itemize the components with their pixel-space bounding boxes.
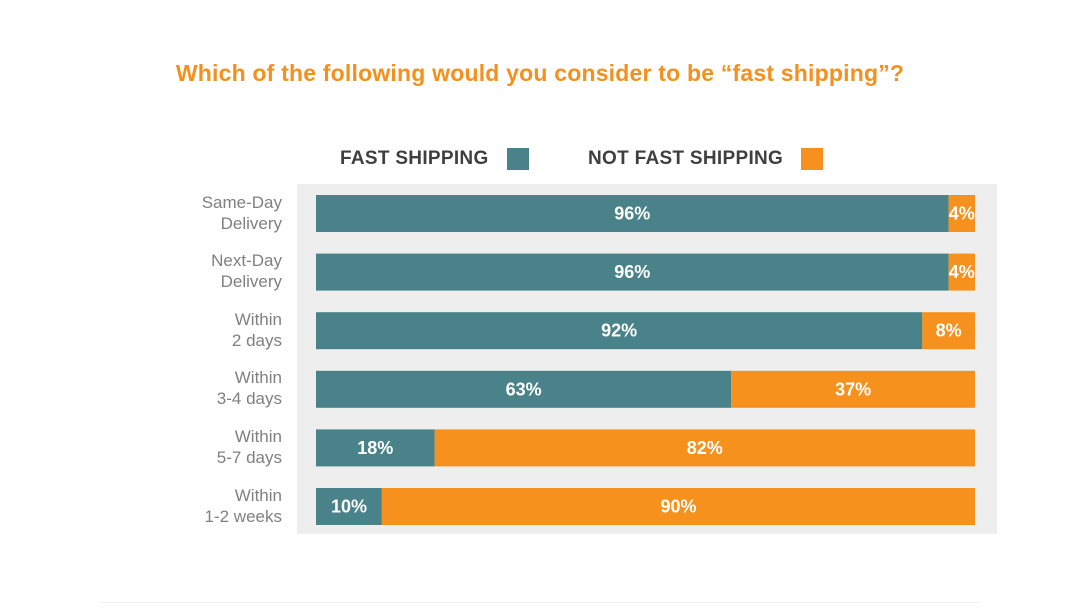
category-label-5: Within 1-2 weeks <box>204 485 282 526</box>
legend-swatch-fast-shipping <box>506 148 529 170</box>
legend-label-fast-shipping: FAST SHIPPING <box>340 148 489 169</box>
data-label-fast-shipping-0: 96% <box>614 204 650 224</box>
bar-fast-shipping-2 <box>316 312 923 350</box>
category-label-3: Within 3-4 days <box>216 368 282 409</box>
chart-plot-area: 96% 4% 96% 4% 92% 8% 63% 37% 18% 82% 10% 90% <box>297 184 997 534</box>
legend-item-fast-shipping: FAST SHIPPING <box>340 146 529 172</box>
legend-item-not-fast-shipping: NOT FAST SHIPPING <box>588 146 824 172</box>
bar-not-fast-shipping-4 <box>434 429 976 467</box>
data-label-not-fast-shipping-1: 4% <box>949 262 975 282</box>
bar-not-fast-shipping-3 <box>731 370 975 408</box>
data-label-not-fast-shipping-3: 37% <box>835 379 871 399</box>
category-label-2: Within 2 days <box>231 309 282 350</box>
divider <box>100 602 980 603</box>
data-label-fast-shipping-5: 10% <box>331 497 367 517</box>
bar-not-fast-shipping-2 <box>922 312 975 350</box>
bar-not-fast-shipping-1 <box>948 253 975 291</box>
bar-not-fast-shipping-0 <box>948 195 975 232</box>
legend-swatch-not-fast-shipping <box>801 148 824 170</box>
data-label-fast-shipping-2: 92% <box>601 321 637 341</box>
category-label-1: Next-Day Delivery <box>211 251 282 292</box>
chart-title: Which of the following would you conside… <box>175 60 905 86</box>
data-label-not-fast-shipping-5: 90% <box>660 497 696 517</box>
data-label-not-fast-shipping-2: 8% <box>936 321 962 341</box>
category-label-0: Same-Day Delivery <box>201 192 282 233</box>
data-label-fast-shipping-1: 96% <box>614 262 650 282</box>
bar-fast-shipping-3 <box>316 370 732 408</box>
legend-label-not-fast-shipping: NOT FAST SHIPPING <box>588 148 784 169</box>
bar-fast-shipping-0 <box>316 195 949 232</box>
bar-fast-shipping-1 <box>316 253 949 291</box>
category-label-4: Within 5-7 days <box>216 426 282 467</box>
bar-fast-shipping-4 <box>316 429 435 467</box>
data-label-fast-shipping-4: 18% <box>357 438 393 458</box>
bar-chart: 96% 4% 96% 4% 92% 8% 63% 37% 18% 82% 10% 90% <box>316 195 976 525</box>
data-label-not-fast-shipping-0: 4% <box>949 204 975 224</box>
data-label-fast-shipping-3: 63% <box>506 379 542 399</box>
bar-not-fast-shipping-5 <box>381 488 975 525</box>
data-label-not-fast-shipping-4: 82% <box>687 438 723 458</box>
bar-fast-shipping-5 <box>316 488 382 525</box>
